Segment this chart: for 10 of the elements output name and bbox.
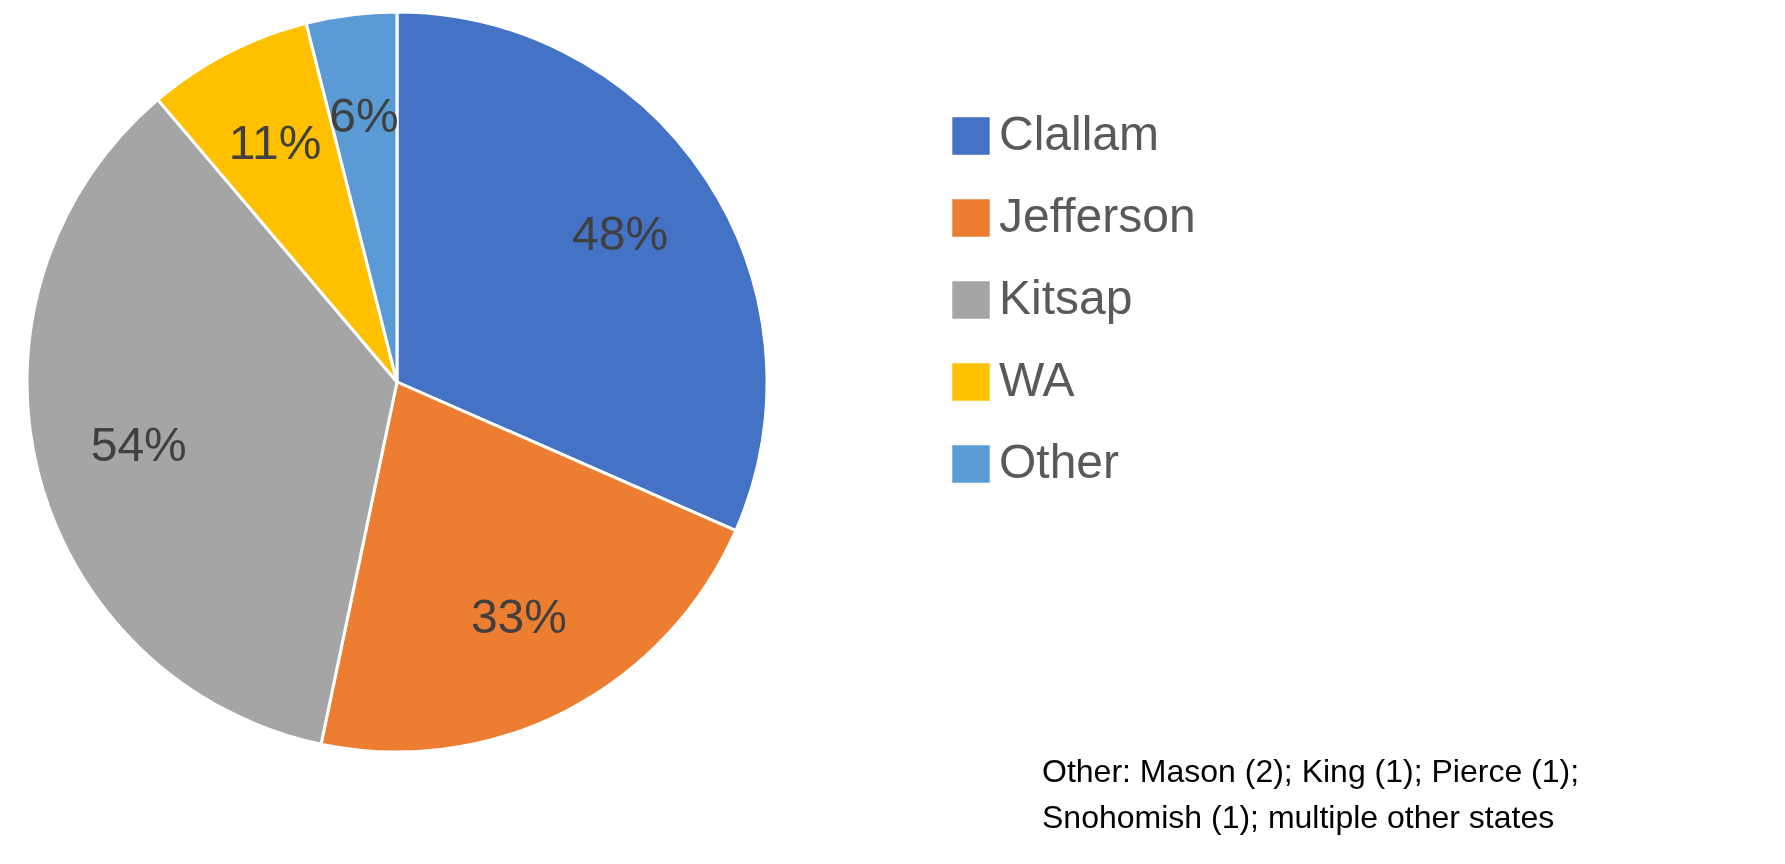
legend-label: Other — [999, 435, 1120, 488]
legend-label: Jefferson — [999, 189, 1196, 242]
text: Other: Mason (2); King (1); Pierce (1); Snohomish (1); multiple other states — [1042, 753, 1580, 835]
data-label: 48% — [571, 207, 669, 261]
legend-label: WA — [999, 353, 1075, 406]
legend-label: Kitsap — [999, 271, 1133, 324]
data-label: 54% — [90, 418, 187, 472]
data-label: 33% — [470, 589, 567, 643]
data-label: 11% — [228, 116, 322, 170]
legend-label: Clallam — [999, 107, 1160, 160]
